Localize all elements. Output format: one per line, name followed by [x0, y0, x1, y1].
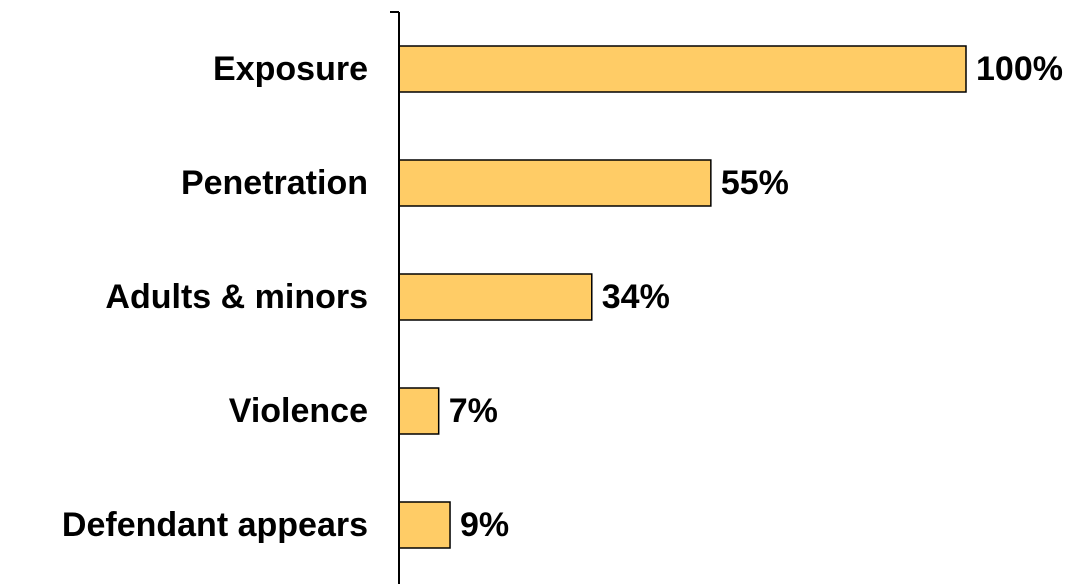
value-label-0: 100% — [976, 50, 1063, 88]
bar-2 — [398, 273, 593, 321]
bars-layer — [398, 45, 967, 549]
category-label-2: Adults & minors — [105, 278, 368, 316]
category-label-3: Violence — [229, 392, 368, 430]
bar-3 — [398, 387, 440, 435]
value-label-4: 9% — [460, 506, 509, 544]
value-label-2: 34% — [602, 278, 670, 316]
category-label-0: Exposure — [213, 50, 368, 88]
bar-0 — [398, 45, 967, 93]
category-label-4: Defendant appears — [62, 506, 368, 544]
labels-layer: Exposure 100% Penetration 55% Adults & minor… — [62, 50, 1063, 544]
category-label-1: Penetration — [181, 164, 368, 202]
bar-4 — [398, 501, 451, 549]
value-label-3: 7% — [449, 392, 498, 430]
value-label-1: 55% — [721, 164, 789, 202]
bar-1 — [398, 159, 712, 207]
